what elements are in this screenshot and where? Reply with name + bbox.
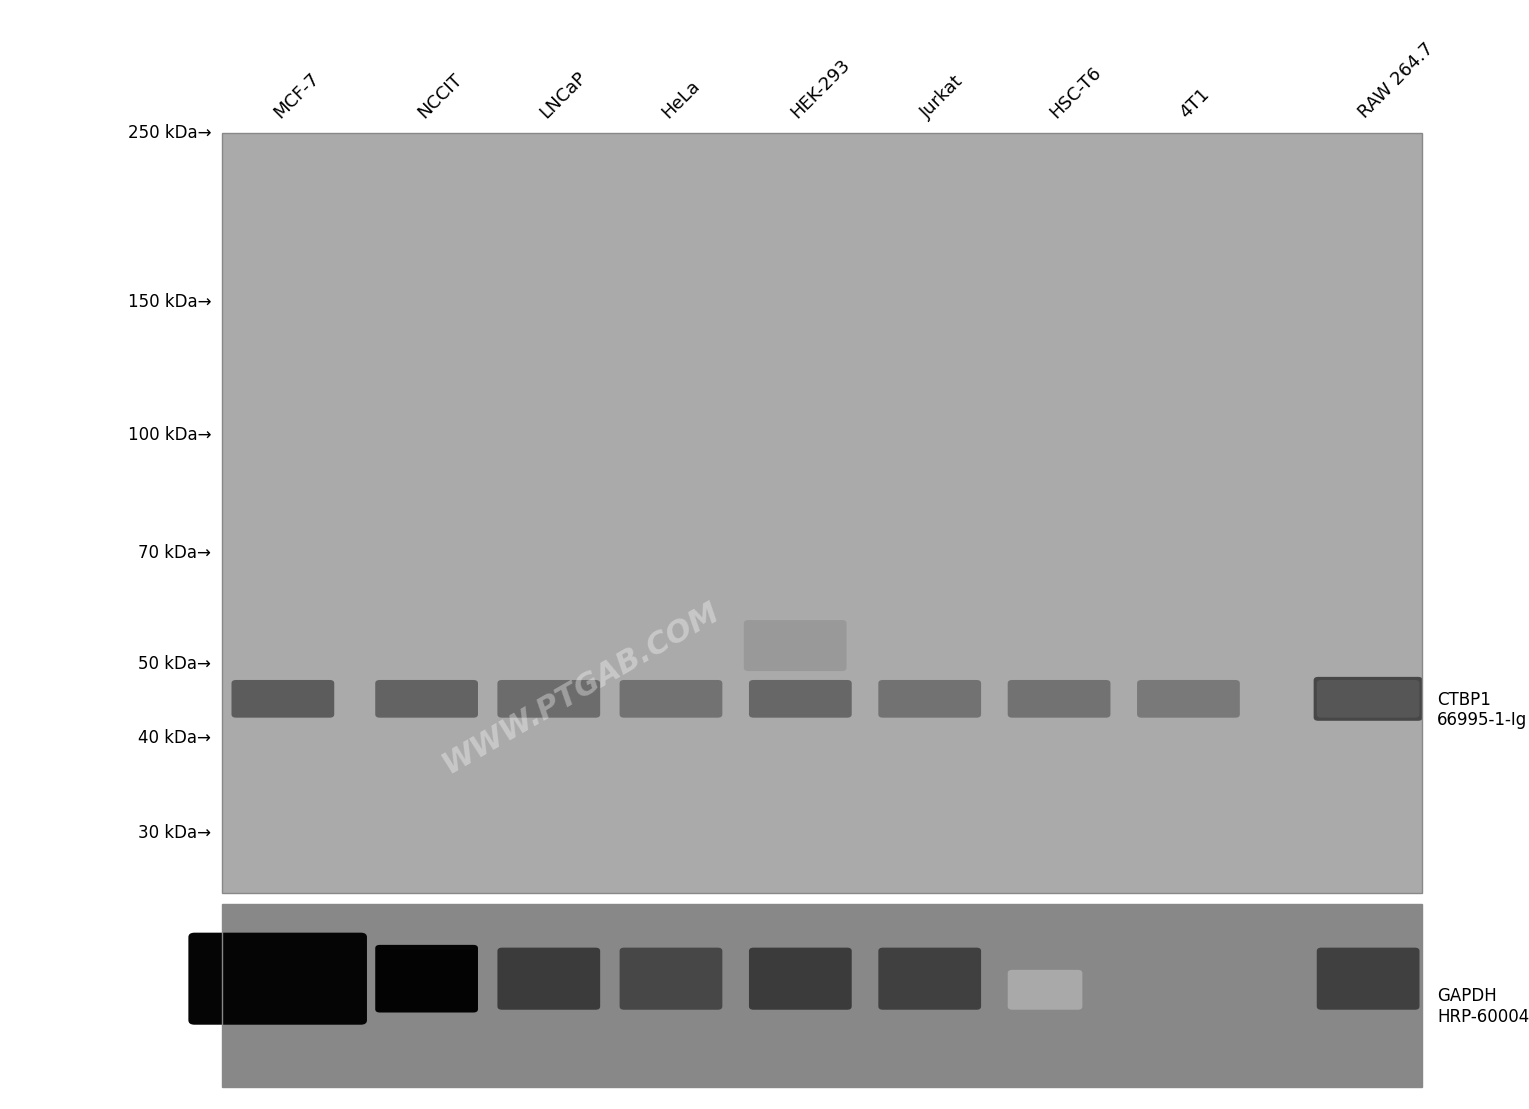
FancyBboxPatch shape: [375, 945, 479, 1013]
FancyBboxPatch shape: [878, 680, 982, 718]
Text: RAW 264.7: RAW 264.7: [1355, 40, 1437, 122]
FancyBboxPatch shape: [375, 680, 479, 718]
FancyBboxPatch shape: [619, 680, 722, 718]
FancyBboxPatch shape: [619, 947, 722, 1009]
Text: GAPDH
HRP-60004: GAPDH HRP-60004: [1437, 987, 1529, 1026]
Text: 150 kDa→: 150 kDa→: [127, 293, 211, 311]
Bar: [222, 133, 1422, 893]
Text: CTBP1
66995-1-Ig: CTBP1 66995-1-Ig: [1437, 691, 1527, 730]
Text: NCCIT: NCCIT: [414, 71, 465, 122]
FancyBboxPatch shape: [1316, 947, 1419, 1009]
Bar: [222, 133, 1422, 893]
FancyBboxPatch shape: [231, 680, 335, 718]
FancyBboxPatch shape: [749, 947, 852, 1009]
Text: HEK-293: HEK-293: [787, 55, 853, 122]
FancyBboxPatch shape: [878, 947, 982, 1009]
FancyBboxPatch shape: [188, 933, 367, 1025]
FancyBboxPatch shape: [749, 680, 852, 718]
Text: 40 kDa→: 40 kDa→: [138, 729, 211, 746]
Text: 30 kDa→: 30 kDa→: [138, 824, 211, 842]
Text: WWW.PTGAB.COM: WWW.PTGAB.COM: [437, 597, 725, 779]
Text: LNCaP: LNCaP: [537, 69, 590, 122]
FancyBboxPatch shape: [497, 947, 601, 1009]
FancyBboxPatch shape: [497, 680, 601, 718]
FancyBboxPatch shape: [1008, 969, 1083, 1009]
Text: 4T1: 4T1: [1176, 85, 1212, 122]
Text: HeLa: HeLa: [659, 77, 703, 122]
Bar: [222, 893, 1422, 904]
FancyBboxPatch shape: [1008, 680, 1110, 718]
FancyBboxPatch shape: [1138, 680, 1240, 718]
Bar: [222, 904, 1422, 1087]
Text: Jurkat: Jurkat: [917, 72, 966, 122]
Text: 100 kDa→: 100 kDa→: [127, 426, 211, 445]
Text: HSC-T6: HSC-T6: [1046, 63, 1105, 122]
Text: MCF-7: MCF-7: [271, 70, 323, 122]
Text: 70 kDa→: 70 kDa→: [138, 545, 211, 562]
FancyBboxPatch shape: [1316, 680, 1419, 718]
Text: 250 kDa→: 250 kDa→: [127, 124, 211, 142]
Bar: [222, 904, 1422, 1087]
Text: 50 kDa→: 50 kDa→: [138, 655, 211, 673]
FancyBboxPatch shape: [1313, 676, 1422, 721]
FancyBboxPatch shape: [743, 620, 847, 671]
